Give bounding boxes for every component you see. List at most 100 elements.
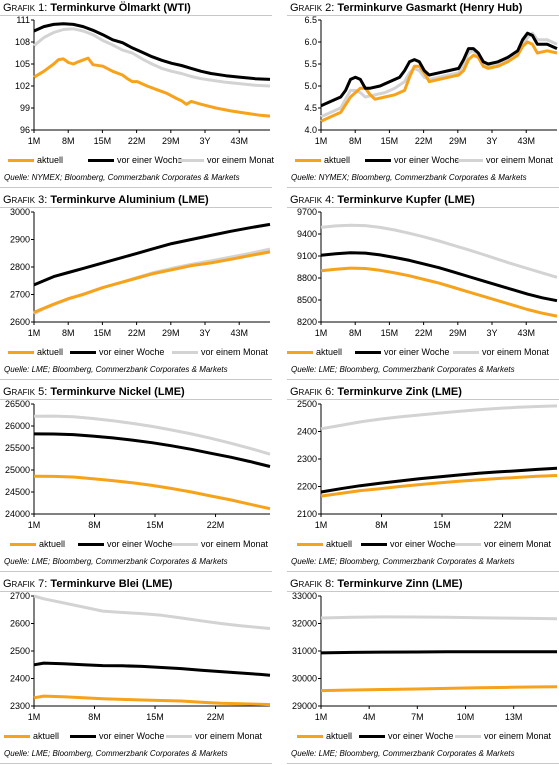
x-tick-label: 1M xyxy=(315,712,328,722)
chart-panel-nickel: Grafik 5: Terminkurve Nickel (LME) 24000… xyxy=(0,384,272,572)
y-tick-label: 96 xyxy=(20,125,30,135)
y-tick-label: 9700 xyxy=(297,208,317,217)
x-tick-label: 1M xyxy=(28,136,41,146)
x-tick-label: 22M xyxy=(415,328,433,338)
x-tick-label: 3Y xyxy=(487,136,498,146)
source-note: Quelle: NYMEX; Bloomberg, Commerzbank Co… xyxy=(291,173,527,182)
y-tick-label: 32000 xyxy=(292,619,317,629)
legend-swatch xyxy=(172,543,198,547)
series-line-vor-einem-monat xyxy=(33,27,271,88)
zink-chart: 2100 2200 2300 2400 2500 1M 8M 15M 22M xyxy=(297,400,558,530)
chart-title: Grafik 4: Terminkurve Kupfer (LME) xyxy=(290,194,475,206)
x-tick-label: 22M xyxy=(128,328,146,338)
y-tick-label: 2700 xyxy=(10,592,30,601)
source-note: Quelle: LME; Bloomberg, Commerzbank Corp… xyxy=(4,749,228,758)
legend-aktuell: aktuell xyxy=(295,155,350,165)
source-note: Quelle: LME; Bloomberg, Commerzbank Corp… xyxy=(291,749,515,758)
title-divider xyxy=(287,399,559,400)
x-tick-label: 13M xyxy=(505,712,523,722)
chart-panel-zinn: Grafik 8: Terminkurve Zinn (LME) 29000 30… xyxy=(287,576,559,764)
legend-aktuell: aktuell xyxy=(8,347,63,357)
y-tick-label: 2600 xyxy=(10,619,30,629)
x-tick-label: 15M xyxy=(381,328,399,338)
series-line-vor-einer-woche xyxy=(320,466,558,494)
x-tick-label: 8M xyxy=(62,328,75,338)
legend-swatch xyxy=(287,351,313,355)
x-tick-label: 22M xyxy=(415,136,433,146)
legend-vor-einem-monat: vor einem Monat xyxy=(166,731,262,741)
y-tick-label: 2300 xyxy=(297,454,317,464)
x-tick-label: 29M xyxy=(449,136,467,146)
legend-vor-einer-woche: vor einer Woche xyxy=(70,731,164,741)
panel-bottom-divider xyxy=(287,571,559,572)
y-tick-label: 2600 xyxy=(10,317,30,327)
zinn-chart: 29000 30000 31000 32000 33000 1M 4M 7M 10M 13M xyxy=(292,592,558,722)
y-tick-label: 111 xyxy=(16,16,30,25)
y-tick-label: 24000 xyxy=(5,509,30,519)
legend-vor-einer-woche: vor einer Woche xyxy=(78,539,172,549)
y-tick-label: 5.0 xyxy=(304,81,317,91)
x-tick-label: 3Y xyxy=(200,328,211,338)
x-tick-label: 10M xyxy=(457,712,475,722)
x-tick-label: 1M xyxy=(28,328,41,338)
legend-swatch xyxy=(178,159,204,163)
y-tick-label: 2500 xyxy=(297,400,317,409)
y-tick-label: 99 xyxy=(20,103,30,113)
chart-panel-gas: Grafik 2: Terminkurve Gasmarkt (Henry Hu… xyxy=(287,0,559,188)
chart-panel-kupfer: Grafik 4: Terminkurve Kupfer (LME) 8200 8… xyxy=(287,192,559,380)
legend-swatch xyxy=(295,159,321,163)
title-divider xyxy=(287,591,559,592)
chart-legend: aktuell vor einer Woche vor einem Monat xyxy=(0,539,272,553)
y-tick-label: 26000 xyxy=(5,421,30,431)
legend-vor-einer-woche: vor einer Woche xyxy=(365,155,459,165)
legend-vor-einer-woche: vor einer Woche xyxy=(361,539,455,549)
y-tick-label: 5.5 xyxy=(304,59,317,69)
legend-aktuell: aktuell xyxy=(297,731,352,741)
series-line-vor-einer-woche xyxy=(33,22,271,81)
x-tick-label: 7M xyxy=(411,712,424,722)
y-tick-label: 25500 xyxy=(5,443,30,453)
x-tick-label: 1M xyxy=(28,520,41,530)
chart-panel-wti: Grafik 1: Terminkurve Ölmarkt (WTI) 96 99… xyxy=(0,0,274,188)
y-tick-label: 9100 xyxy=(297,251,317,261)
series-line-aktuell xyxy=(320,474,558,498)
y-tick-label: 2800 xyxy=(10,262,30,272)
legend-vor-einer-woche: vor einer Woche xyxy=(88,155,182,165)
x-tick-label: 43M xyxy=(517,136,535,146)
x-tick-label: 15M xyxy=(94,136,112,146)
legend-swatch xyxy=(297,543,323,547)
y-tick-label: 8800 xyxy=(297,273,317,283)
legend-swatch xyxy=(455,543,481,547)
y-tick-label: 33000 xyxy=(292,592,317,601)
chart-legend: aktuell vor einer Woche vor einem Monat xyxy=(0,155,274,169)
legend-swatch xyxy=(455,735,481,739)
legend-swatch xyxy=(297,735,323,739)
x-tick-label: 1M xyxy=(315,520,328,530)
series-line-vor-einer-woche xyxy=(33,661,271,677)
legend-swatch xyxy=(355,351,381,355)
panel-bottom-divider xyxy=(287,187,559,188)
chart-title: Grafik 3: Terminkurve Aluminium (LME) xyxy=(3,194,209,206)
y-tick-label: 29000 xyxy=(292,701,317,711)
x-tick-label: 43M xyxy=(517,328,535,338)
series-line-vor-einer-woche xyxy=(33,222,271,287)
y-tick-label: 4.5 xyxy=(304,103,317,113)
y-tick-label: 2200 xyxy=(297,482,317,492)
x-tick-label: 8M xyxy=(88,712,101,722)
legend-vor-einer-woche: vor einer Woche xyxy=(355,347,449,357)
series-line-vor-einem-monat xyxy=(33,414,271,456)
x-tick-label: 8M xyxy=(375,520,388,530)
x-tick-label: 1M xyxy=(28,712,41,722)
legend-vor-einem-monat: vor einem Monat xyxy=(178,155,274,165)
panel-bottom-divider xyxy=(287,763,559,764)
x-tick-label: 29M xyxy=(162,136,180,146)
x-tick-label: 3Y xyxy=(200,136,211,146)
source-note: Quelle: LME; Bloomberg, Commerzbank Corp… xyxy=(291,557,515,566)
y-tick-label: 6.0 xyxy=(304,37,317,47)
legend-vor-einem-monat: vor einem Monat xyxy=(455,539,551,549)
panel-bottom-divider xyxy=(0,187,272,188)
series-line-aktuell xyxy=(320,40,558,123)
source-note: Quelle: LME; Bloomberg, Commerzbank Corp… xyxy=(291,365,515,374)
x-tick-label: 15M xyxy=(381,136,399,146)
title-divider xyxy=(287,207,559,208)
